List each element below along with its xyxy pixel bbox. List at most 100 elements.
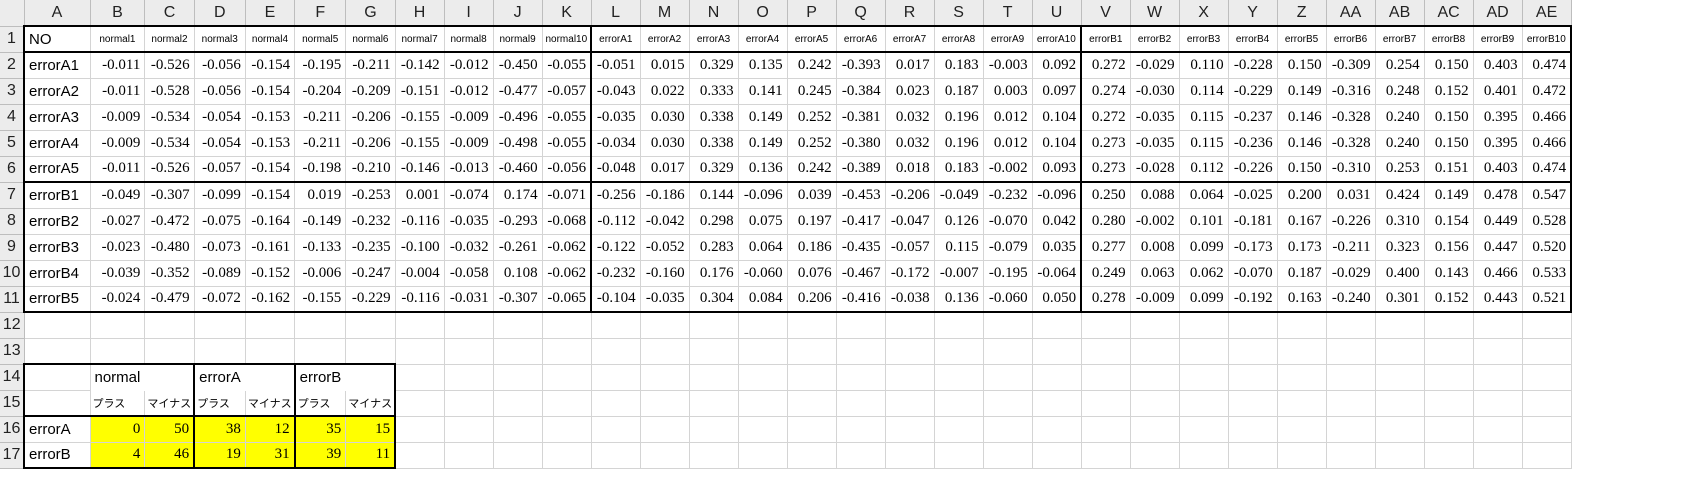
data-cell[interactable]: -0.153	[245, 104, 296, 131]
empty-cell[interactable]	[1522, 338, 1572, 365]
data-cell[interactable]: 0.144	[689, 182, 739, 209]
select-all-corner[interactable]	[0, 0, 25, 27]
empty-cell[interactable]	[1277, 312, 1327, 339]
empty-cell[interactable]	[90, 338, 146, 365]
column-header-P[interactable]: P	[787, 0, 837, 27]
data-cell[interactable]: -0.057	[194, 156, 246, 183]
data-cell[interactable]: 0.088	[1130, 182, 1180, 209]
data-cell[interactable]: 0.115	[1179, 130, 1229, 157]
row-label-cell[interactable]: errorB4	[23, 260, 91, 287]
data-cell[interactable]: 0.403	[1473, 52, 1523, 79]
data-cell[interactable]: -0.460	[493, 156, 543, 183]
data-cell[interactable]: 0.156	[1424, 234, 1474, 261]
empty-cell[interactable]	[493, 364, 543, 391]
data-cell[interactable]: 0.101	[1179, 208, 1229, 235]
data-cell[interactable]: -0.056	[542, 156, 593, 183]
empty-cell[interactable]	[1032, 338, 1082, 365]
data-cell[interactable]: -0.154	[245, 52, 296, 79]
empty-cell[interactable]	[1130, 416, 1180, 443]
data-cell[interactable]: -0.048	[591, 156, 641, 183]
data-cell[interactable]: -0.237	[1228, 104, 1278, 131]
header-cell[interactable]: errorA5	[787, 25, 837, 53]
row-header-3[interactable]: 3	[0, 78, 25, 105]
data-cell[interactable]: 0.031	[1326, 182, 1376, 209]
data-cell[interactable]: 0.304	[689, 286, 739, 313]
data-cell[interactable]: 0.152	[1424, 78, 1474, 105]
data-cell[interactable]: -0.035	[591, 104, 641, 131]
empty-cell[interactable]	[345, 338, 396, 365]
empty-cell[interactable]	[983, 338, 1033, 365]
data-cell[interactable]: -0.029	[1326, 260, 1376, 287]
empty-cell[interactable]	[640, 338, 690, 365]
empty-cell[interactable]	[689, 442, 739, 469]
data-cell[interactable]: 0.149	[738, 104, 788, 131]
data-cell[interactable]: -0.498	[493, 130, 543, 157]
row-header-13[interactable]: 13	[0, 338, 25, 365]
data-cell[interactable]: 0.108	[493, 260, 543, 287]
data-cell[interactable]: -0.035	[640, 286, 690, 313]
data-cell[interactable]: -0.198	[294, 156, 347, 183]
empty-cell[interactable]	[738, 390, 788, 417]
data-cell[interactable]: -0.058	[444, 260, 494, 287]
empty-cell[interactable]	[90, 312, 146, 339]
column-header-O[interactable]: O	[738, 0, 788, 27]
data-cell[interactable]: -0.057	[542, 78, 593, 105]
empty-cell[interactable]	[1326, 390, 1376, 417]
summary-group-header[interactable]: normal	[90, 363, 145, 390]
empty-cell[interactable]	[934, 312, 984, 339]
column-header-J[interactable]: J	[493, 0, 543, 27]
data-cell[interactable]: -0.013	[444, 156, 494, 183]
column-header-V[interactable]: V	[1081, 0, 1131, 27]
data-cell[interactable]: -0.042	[640, 208, 690, 235]
row-label-cell[interactable]: errorB3	[23, 234, 91, 261]
column-header-G[interactable]: G	[345, 0, 396, 27]
data-cell[interactable]: 0.323	[1375, 234, 1425, 261]
empty-cell[interactable]	[395, 416, 445, 443]
header-cell[interactable]: normal1	[90, 25, 146, 53]
data-cell[interactable]: 0.099	[1179, 234, 1229, 261]
summary-row-label[interactable]: errorA	[23, 415, 91, 443]
empty-cell[interactable]	[1326, 416, 1376, 443]
data-cell[interactable]: -0.060	[983, 286, 1033, 313]
data-cell[interactable]: 0.254	[1375, 52, 1425, 79]
empty-cell[interactable]	[245, 338, 296, 365]
empty-cell[interactable]	[1130, 442, 1180, 469]
data-cell[interactable]: -0.031	[444, 286, 494, 313]
data-cell[interactable]: -0.024	[90, 286, 146, 313]
data-cell[interactable]: -0.155	[395, 130, 445, 157]
summary-count-cell[interactable]: 31	[245, 442, 296, 469]
header-cell[interactable]: normal9	[493, 25, 543, 53]
data-cell[interactable]: -0.060	[738, 260, 788, 287]
column-header-R[interactable]: R	[885, 0, 935, 27]
empty-cell[interactable]	[885, 442, 935, 469]
header-cell[interactable]: errorA8	[934, 25, 984, 53]
empty-cell[interactable]	[836, 364, 886, 391]
data-cell[interactable]: -0.164	[245, 208, 296, 235]
data-cell[interactable]: 0.474	[1522, 52, 1573, 79]
data-cell[interactable]: 0.447	[1473, 234, 1523, 261]
data-cell[interactable]: -0.228	[1228, 52, 1278, 79]
data-cell[interactable]: 0.310	[1375, 208, 1425, 235]
data-cell[interactable]: 0.035	[1032, 234, 1083, 261]
empty-cell[interactable]	[787, 390, 837, 417]
empty-cell[interactable]	[1473, 364, 1523, 391]
data-cell[interactable]: 0.521	[1522, 286, 1573, 313]
column-header-T[interactable]: T	[983, 0, 1033, 27]
empty-cell[interactable]	[885, 390, 935, 417]
data-cell[interactable]: -0.240	[1326, 286, 1376, 313]
data-cell[interactable]: 0.472	[1522, 78, 1573, 105]
header-cell[interactable]: errorA6	[836, 25, 886, 53]
empty-cell[interactable]	[934, 442, 984, 469]
data-cell[interactable]: -0.133	[294, 234, 347, 261]
data-cell[interactable]: 0.018	[885, 156, 935, 183]
data-cell[interactable]: -0.253	[345, 182, 396, 209]
empty-cell[interactable]	[444, 338, 494, 365]
summary-group-header[interactable]: errorA	[194, 363, 246, 390]
row-header-7[interactable]: 7	[0, 182, 25, 209]
empty-cell[interactable]	[245, 363, 296, 390]
empty-cell[interactable]	[1424, 442, 1474, 469]
data-cell[interactable]: -0.025	[1228, 182, 1278, 209]
data-cell[interactable]: -0.049	[934, 182, 984, 209]
data-cell[interactable]: -0.534	[144, 104, 195, 131]
empty-cell[interactable]	[836, 390, 886, 417]
